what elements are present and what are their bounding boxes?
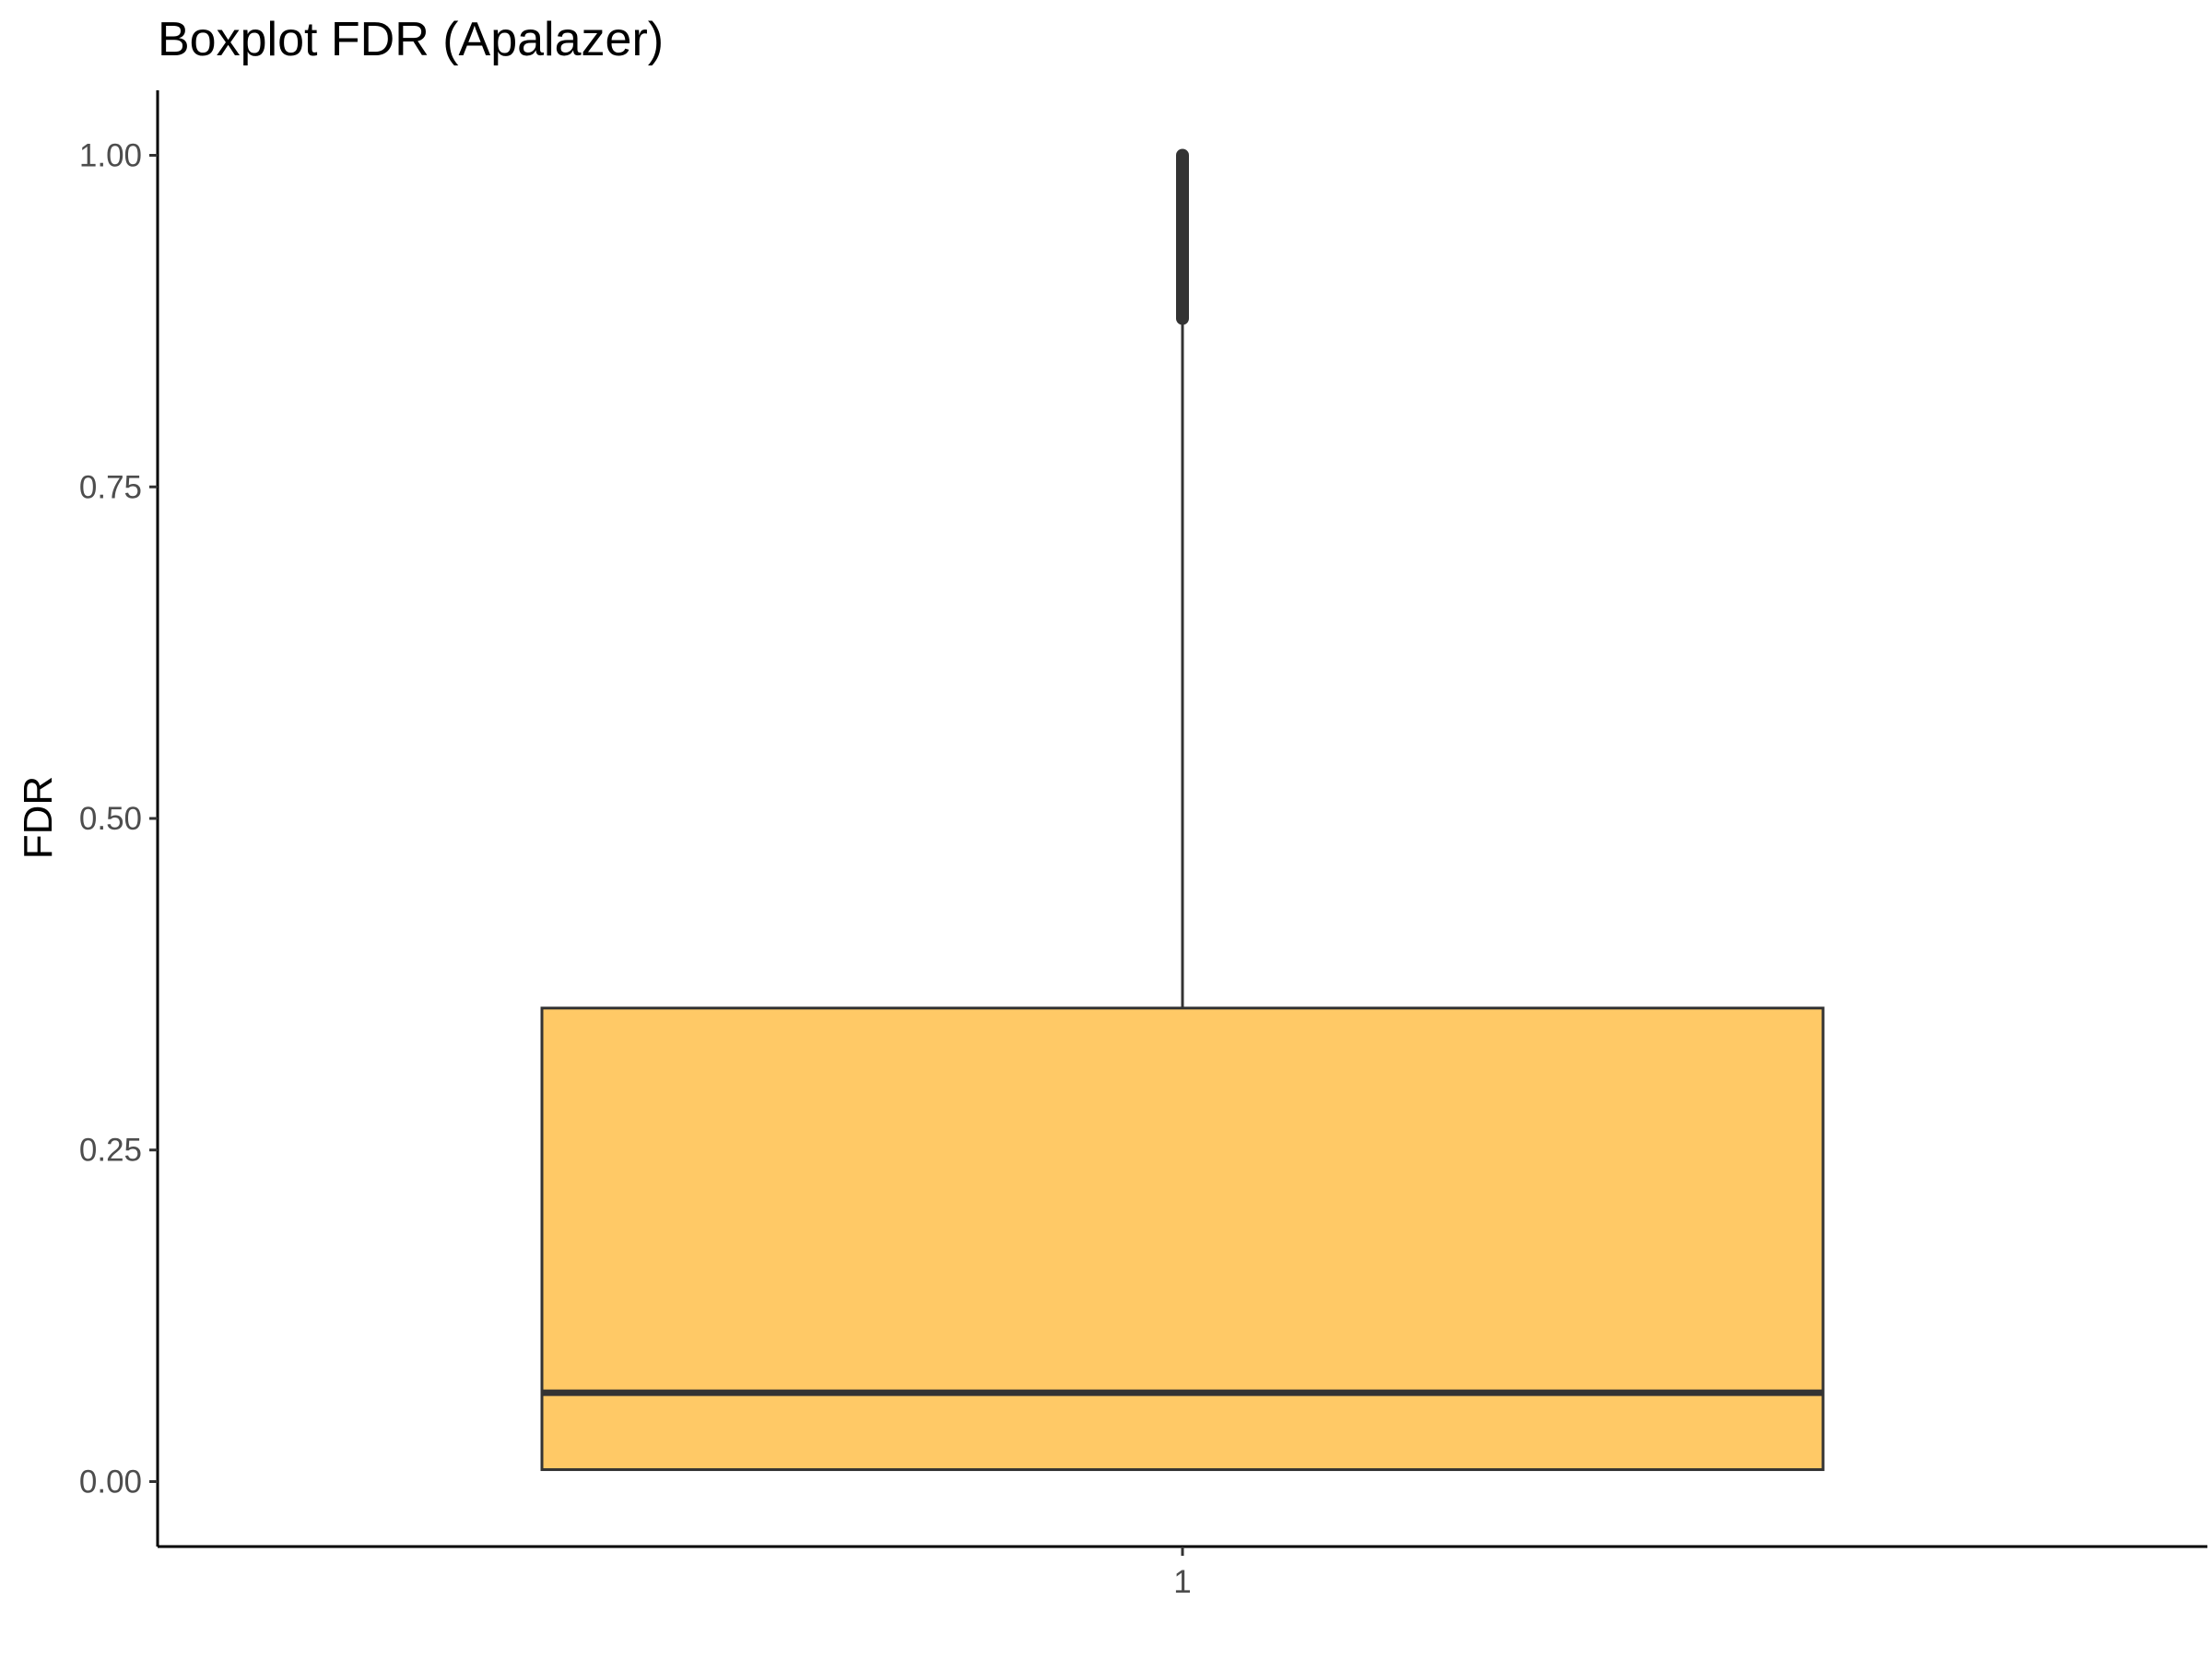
x-tick-label: 1 xyxy=(1173,1564,1191,1600)
chart-title: Boxplot FDR (Apalazer) xyxy=(158,13,664,66)
y-tick-label: 0.75 xyxy=(79,469,142,505)
box-body xyxy=(540,1006,1825,1472)
y-axis-title: FDR xyxy=(16,776,61,859)
y-tick-label: 0.00 xyxy=(79,1464,142,1500)
y-tick-label: 0.25 xyxy=(79,1133,142,1169)
y-tick-label: 0.50 xyxy=(79,801,142,837)
plot-area: 0.00 0.25 0.50 0.75 1.00 1 xyxy=(79,90,2207,1600)
y-tick-label: 1.00 xyxy=(79,138,142,174)
